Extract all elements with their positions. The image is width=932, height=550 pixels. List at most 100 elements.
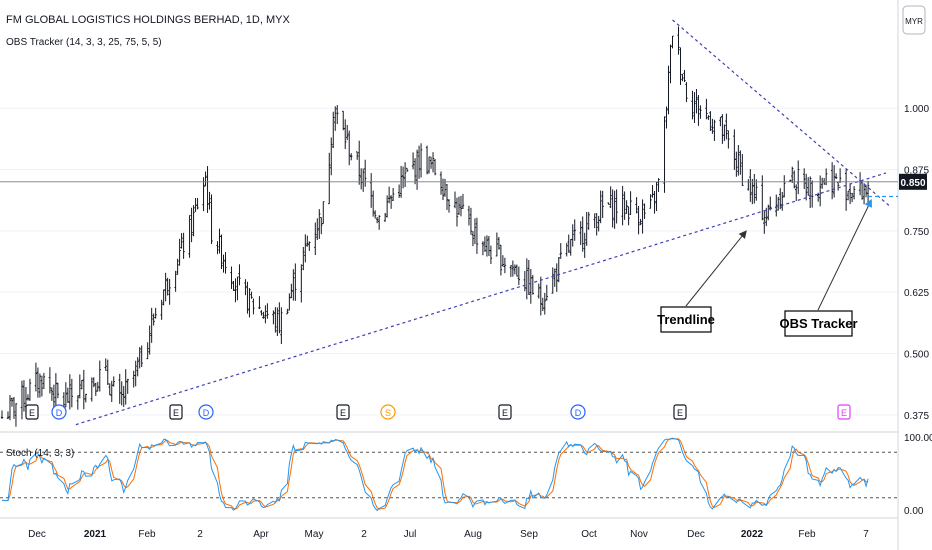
candle [585, 211, 588, 246]
candle [691, 90, 694, 120]
candle [292, 269, 295, 301]
candle [397, 184, 401, 198]
event-marker-e[interactable]: E [673, 404, 687, 420]
candle [517, 266, 521, 286]
candle [455, 197, 459, 227]
candle [425, 145, 429, 175]
svg-text:D: D [575, 408, 582, 418]
event-marker-d[interactable]: D [51, 404, 67, 420]
price-axis[interactable]: 1.000 0.875 0.750 0.625 0.500 0.375 [904, 104, 929, 422]
candle [68, 374, 72, 410]
candle [641, 199, 644, 234]
candle [515, 264, 519, 277]
event-marker-s[interactable]: S [380, 404, 396, 420]
candle [749, 169, 752, 202]
candle [334, 106, 337, 131]
candle [40, 375, 44, 397]
trendline-label-box [660, 306, 712, 333]
candle [553, 268, 556, 287]
candle [56, 382, 60, 399]
time-label: 2 [361, 529, 367, 540]
currency-badge[interactable]: MYR [902, 5, 926, 35]
candle [489, 245, 493, 264]
symbol-title: FM GLOBAL LOGISTICS HOLDINGS BERHAD, 1D,… [6, 14, 290, 26]
candle [194, 198, 197, 212]
candle [709, 111, 712, 131]
candle [567, 234, 570, 253]
candle [629, 191, 632, 216]
candle [509, 265, 513, 277]
event-marker-d[interactable]: D [570, 404, 586, 420]
candle [433, 158, 437, 176]
candle [429, 156, 433, 169]
candle [543, 292, 546, 315]
obs-annotation[interactable]: OBS Tracker [779, 310, 858, 337]
candle [467, 205, 471, 226]
candle [224, 252, 227, 274]
candlestick-series [0, 26, 870, 427]
candle [70, 378, 74, 408]
price-tick-label: 0.500 [904, 350, 929, 361]
candle [723, 124, 726, 142]
candle [38, 373, 42, 398]
candle [637, 205, 640, 235]
candle [250, 291, 253, 299]
event-marker-e[interactable]: E [336, 404, 350, 420]
candle [665, 106, 668, 129]
price-tick-label: 0.750 [904, 227, 929, 238]
candle [565, 242, 568, 257]
candle [54, 373, 58, 407]
candle [192, 205, 195, 237]
candle [383, 212, 387, 222]
candle [427, 156, 431, 174]
event-marker-e[interactable]: E [837, 404, 851, 420]
time-label: Jul [404, 529, 417, 540]
candle [371, 190, 375, 217]
candle [112, 376, 115, 387]
candle [531, 274, 535, 295]
event-marker-e[interactable]: E [25, 404, 39, 420]
candle [779, 188, 782, 210]
candle [8, 395, 12, 421]
candle [146, 342, 149, 360]
candle [439, 171, 443, 195]
event-marker-d[interactable]: D [198, 404, 214, 420]
candle [266, 303, 269, 319]
candle [34, 362, 38, 392]
candle [336, 105, 339, 125]
candle [148, 325, 151, 355]
candle [358, 140, 361, 185]
stochastic-pane [0, 437, 898, 512]
candle [180, 233, 183, 249]
candle [176, 258, 179, 275]
candle [607, 202, 610, 205]
event-marker-e[interactable]: E [498, 404, 512, 420]
candle [190, 207, 193, 243]
candle [737, 145, 740, 176]
candle [525, 258, 529, 300]
trendline-annotation[interactable]: Trendline [657, 306, 715, 333]
candle [755, 179, 758, 201]
candle [765, 207, 768, 227]
event-marker-e[interactable]: E [169, 404, 183, 420]
candle [174, 270, 177, 292]
candle [98, 360, 101, 392]
obs-label-box [784, 310, 853, 337]
candle [623, 191, 626, 220]
candle [807, 177, 810, 196]
candle [781, 191, 784, 211]
time-axis[interactable]: Dec 2021 Feb 2 Apr May 2 Jul Aug Sep Oct Nov Dec 2022… [28, 529, 869, 540]
candle [625, 200, 628, 214]
time-label: 2021 [84, 529, 107, 540]
candle [613, 190, 616, 229]
candle [405, 167, 409, 172]
candle [363, 159, 367, 187]
candle [260, 310, 263, 316]
candle [288, 293, 291, 311]
candle [609, 186, 612, 209]
candle [832, 165, 836, 198]
candle [767, 204, 770, 221]
candle [126, 378, 129, 394]
